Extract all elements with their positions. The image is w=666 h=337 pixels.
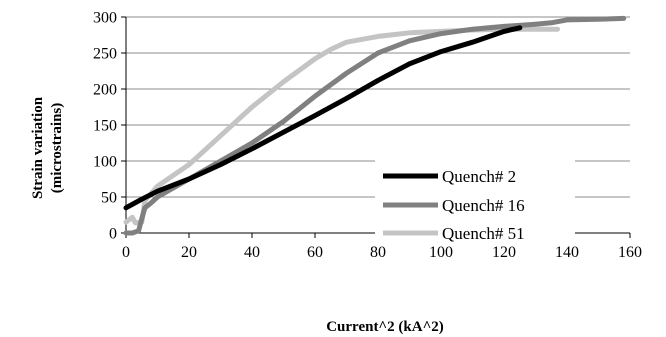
series-layer (123, 15, 627, 236)
y-tick-label: 200 (93, 82, 117, 99)
legend-label-1: Quench# 2 (442, 167, 516, 186)
legend: Quench# 2 Quench# 16 Quench# 51 (375, 160, 575, 246)
x-tick-label: 0 (122, 244, 130, 261)
x-tick-label: 140 (555, 244, 579, 261)
y-tick-label: 300 (93, 10, 117, 27)
y-axis-title-line2: (microstrains) (49, 103, 65, 194)
y-tick-label: 250 (93, 46, 117, 63)
series-line-2 (123, 15, 627, 236)
y-tick-label: 50 (101, 190, 117, 207)
y-tick-label: 0 (109, 226, 117, 243)
series-line-1 (123, 25, 523, 211)
y-tick-label: 150 (93, 118, 117, 135)
x-tick-label: 160 (618, 244, 642, 261)
tick-labels: 0 50 100 150 200 250 300 0 20 40 60 80 100 120 140 160 (93, 10, 642, 262)
legend-label-2: Quench# 16 (442, 196, 525, 215)
y-tick-label: 100 (93, 154, 117, 171)
x-tick-label: 20 (181, 244, 197, 261)
legend-label-3: Quench# 51 (442, 224, 525, 243)
x-tick-label: 40 (244, 244, 260, 261)
x-tick-label: 80 (370, 244, 386, 261)
x-tick-label: 100 (429, 244, 453, 261)
x-tick-label: 120 (492, 244, 516, 261)
x-axis-title: Current^2 (kA^2) (326, 319, 444, 335)
x-tick-label: 60 (307, 244, 323, 261)
y-axis-title-line1: Strain variation (30, 96, 46, 199)
